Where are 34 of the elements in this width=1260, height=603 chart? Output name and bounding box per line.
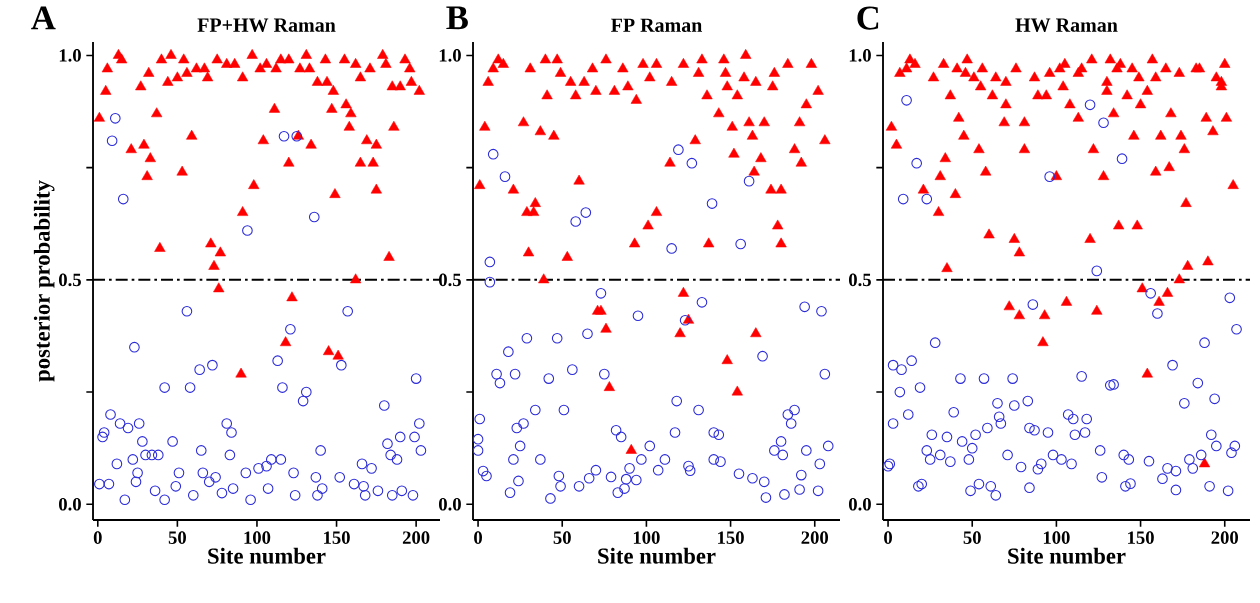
text: A xyxy=(31,6,56,30)
x-tick-label: 100 xyxy=(633,531,660,544)
x-tick-label: 0 xyxy=(474,531,483,544)
text: B xyxy=(446,6,468,30)
y-tick-label: 0.5 xyxy=(59,273,81,287)
y-tick-label: 1.0 xyxy=(849,49,871,62)
y-tick-label: 0.5 xyxy=(849,273,871,287)
y-tick-label: 1.0 xyxy=(439,49,461,62)
x-tick-label: 200 xyxy=(801,531,829,544)
x-tick-label: 50 xyxy=(553,531,571,544)
x-tick-label: 100 xyxy=(244,531,271,544)
text: C xyxy=(857,6,879,30)
x-tick-label: 100 xyxy=(1043,531,1070,544)
x-tick-label: 200 xyxy=(402,531,430,544)
chart-title: HW Raman xyxy=(1015,18,1118,32)
y-tick-label: 1.0 xyxy=(59,49,81,62)
x-tick-label: 0 xyxy=(93,531,102,544)
y-tick-label: 0.0 xyxy=(849,497,871,511)
x-tick-label: 150 xyxy=(718,531,744,544)
x-axis-title: Site number xyxy=(208,547,326,564)
x-tick-label: 150 xyxy=(324,531,350,544)
x-tick-label: 200 xyxy=(1211,531,1239,544)
x-tick-label: 50 xyxy=(963,531,981,544)
y-tick-label: 0.0 xyxy=(439,497,461,511)
x-axis-title: Site number xyxy=(1008,547,1126,564)
x-axis-title: Site number xyxy=(598,547,716,564)
y-tick-label: 0.5 xyxy=(439,273,461,287)
chart-title: FP+HW Raman xyxy=(197,18,336,32)
y-tick-label: 0.0 xyxy=(59,497,81,511)
x-tick-label: 50 xyxy=(168,531,186,544)
chart-title: FP Raman xyxy=(611,18,703,32)
x-tick-label: 0 xyxy=(884,531,892,544)
x-tick-label: 150 xyxy=(1128,531,1154,544)
y-axis-title: posterior probability xyxy=(33,180,55,382)
